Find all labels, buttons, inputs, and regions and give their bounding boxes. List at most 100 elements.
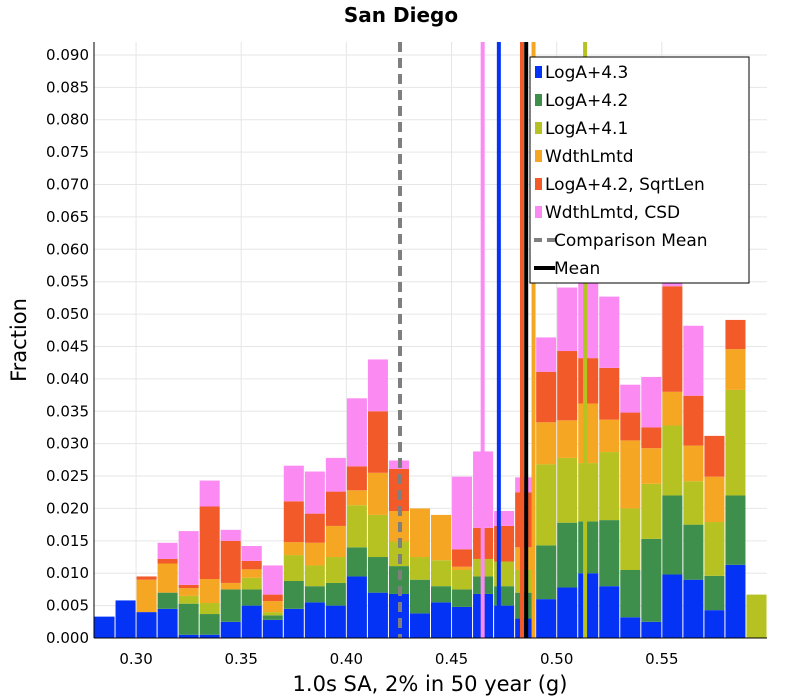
histogram-bar bbox=[115, 600, 136, 638]
histogram-bar bbox=[157, 592, 178, 609]
histogram-bar bbox=[136, 579, 157, 613]
legend-box bbox=[529, 56, 750, 284]
y-tick-label: 0.065 bbox=[46, 208, 89, 226]
histogram-bar bbox=[431, 602, 452, 638]
histogram-bar bbox=[431, 586, 452, 603]
y-tick-label: 0.025 bbox=[46, 467, 89, 485]
histogram-bar bbox=[241, 569, 262, 578]
legend-label: WdthLmtd, CSD bbox=[545, 203, 680, 223]
histogram-bar bbox=[220, 582, 241, 590]
legend-swatch bbox=[535, 206, 542, 218]
histogram-bar bbox=[136, 576, 157, 580]
histogram-bar bbox=[283, 501, 304, 543]
histogram-bar bbox=[683, 395, 704, 446]
histogram-bar bbox=[241, 605, 262, 638]
histogram-bar bbox=[704, 476, 725, 523]
legend: LogA+4.3 LogA+4.2 LogA+4.1 WdthLmtd LogA+4.2… bbox=[529, 56, 750, 284]
histogram-bar bbox=[325, 525, 346, 558]
histogram-bar bbox=[367, 592, 388, 638]
histogram-bar bbox=[346, 466, 367, 491]
histogram-bar bbox=[431, 514, 452, 561]
histogram-bar bbox=[346, 505, 367, 548]
histogram-bar bbox=[578, 358, 599, 404]
histogram-bar bbox=[662, 574, 683, 638]
histogram-bar bbox=[346, 398, 367, 467]
x-tick-label: 0.30 bbox=[119, 650, 152, 668]
y-tick-label: 0.040 bbox=[46, 370, 89, 388]
histogram-bar bbox=[262, 594, 283, 602]
histogram-bar bbox=[409, 579, 430, 614]
histogram-bar bbox=[241, 546, 262, 561]
y-tick-label: 0.090 bbox=[46, 46, 89, 64]
histogram-bar bbox=[536, 422, 557, 465]
histogram-bar bbox=[178, 588, 199, 596]
histogram-bar bbox=[388, 593, 409, 638]
histogram-bar bbox=[725, 564, 746, 638]
legend-swatch bbox=[535, 150, 542, 162]
histogram-bar bbox=[536, 545, 557, 600]
histogram-bar bbox=[199, 614, 220, 635]
chart-title: San Diego bbox=[344, 3, 458, 27]
histogram-bar bbox=[262, 565, 283, 595]
y-tick-label: 0.005 bbox=[46, 597, 89, 615]
histogram-bar bbox=[725, 349, 746, 390]
histogram-bar bbox=[725, 495, 746, 565]
histogram-bar bbox=[746, 594, 767, 638]
histogram-bar bbox=[683, 579, 704, 638]
histogram-bar bbox=[367, 514, 388, 558]
histogram-bar bbox=[578, 279, 599, 359]
x-tick-label: 0.50 bbox=[540, 650, 573, 668]
y-tick-labels: 0.000 0.005 0.010 0.015 0.020 0.025 0.030 0.035… bbox=[46, 46, 89, 647]
histogram-bar bbox=[157, 558, 178, 564]
histogram-bar bbox=[304, 513, 325, 543]
histogram-bar bbox=[136, 612, 157, 638]
histogram-bar bbox=[325, 557, 346, 583]
histogram-bar bbox=[641, 427, 662, 449]
histogram-bar bbox=[367, 557, 388, 593]
histogram-bar bbox=[662, 425, 683, 496]
histogram-bar bbox=[220, 540, 241, 583]
histogram-bar bbox=[241, 589, 262, 606]
legend-swatch bbox=[535, 122, 542, 134]
histogram-bar bbox=[199, 634, 220, 638]
histogram-bar bbox=[599, 452, 620, 521]
x-tick-label: 0.55 bbox=[645, 650, 678, 668]
histogram-bar bbox=[641, 483, 662, 539]
histogram-bar bbox=[620, 508, 641, 570]
y-tick-label: 0.030 bbox=[46, 435, 89, 453]
legend-label: LogA+4.1 bbox=[545, 119, 628, 139]
histogram-bar bbox=[199, 579, 220, 604]
histogram-bar bbox=[683, 325, 704, 396]
histogram-bar bbox=[620, 384, 641, 413]
legend-label: Mean bbox=[554, 259, 600, 279]
histogram-bar bbox=[283, 465, 304, 502]
histogram-bar bbox=[536, 464, 557, 546]
histogram-bar bbox=[452, 606, 473, 638]
histogram-bar bbox=[578, 463, 599, 522]
histogram-bar bbox=[220, 621, 241, 638]
legend-label: LogA+4.2, SqrtLen bbox=[545, 175, 705, 195]
y-tick-label: 0.085 bbox=[46, 78, 89, 96]
histogram-bar bbox=[346, 576, 367, 638]
legend-label: LogA+4.3 bbox=[545, 63, 628, 83]
histogram-bar bbox=[662, 495, 683, 575]
histogram-bar bbox=[283, 608, 304, 638]
histogram-bar bbox=[578, 403, 599, 464]
y-tick-label: 0.075 bbox=[46, 143, 89, 161]
y-tick-label: 0.060 bbox=[46, 240, 89, 258]
y-tick-label: 0.020 bbox=[46, 499, 89, 517]
histogram-bar bbox=[346, 490, 367, 506]
y-tick-label: 0.080 bbox=[46, 111, 89, 129]
histogram-bar bbox=[452, 566, 473, 570]
histogram-bar bbox=[178, 603, 199, 635]
histogram-bar bbox=[620, 569, 641, 618]
y-tick-label: 0.000 bbox=[46, 629, 89, 647]
x-tick-label: 0.40 bbox=[330, 650, 363, 668]
histogram-bar bbox=[641, 448, 662, 484]
y-tick-label: 0.035 bbox=[46, 402, 89, 420]
histogram-bar bbox=[452, 569, 473, 590]
histogram-bar bbox=[409, 613, 430, 638]
histogram-bar bbox=[367, 411, 388, 473]
histogram-bar bbox=[409, 557, 430, 580]
histogram-bar bbox=[199, 480, 220, 507]
